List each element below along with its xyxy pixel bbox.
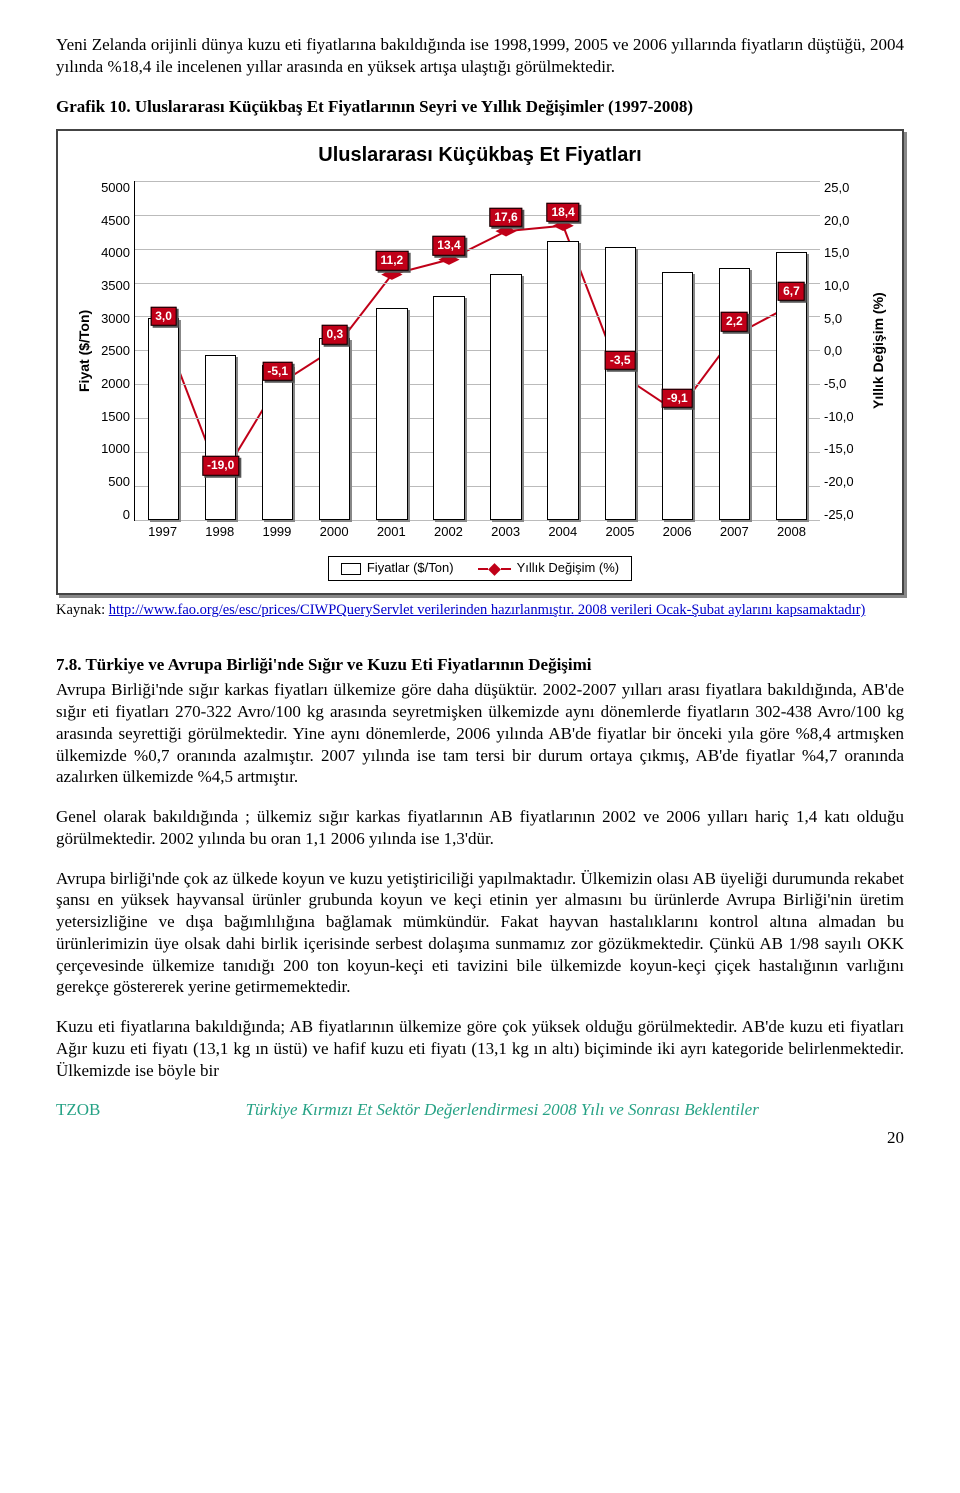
footer-center: Türkiye Kırmızı Et Sektör Değerlendirmes… <box>100 1099 904 1121</box>
body-paragraph-1: Avrupa Birliği'nde sığır karkas fiyatlar… <box>56 679 904 788</box>
y2-axis-ticks: 25,020,015,010,05,00,0-5,0-10,0-15,0-20,… <box>820 181 866 521</box>
chart-point-label: 0,3 <box>321 325 348 344</box>
source-link[interactable]: http://www.fao.org/es/esc/prices/CIWPQue… <box>109 602 575 618</box>
x-axis-ticks: 1997199819992000200120022003200420052006… <box>134 521 820 541</box>
chart-bar <box>262 365 293 520</box>
chart-title: Uluslararası Küçükbaş Et Fiyatları <box>72 143 888 169</box>
legend-item-bars: Fiyatlar ($/Ton) <box>341 560 454 577</box>
chart-point-label: 18,4 <box>546 202 579 221</box>
body-paragraph-4: Kuzu eti fiyatlarına bakıldığında; AB fi… <box>56 1016 904 1081</box>
page-footer: TZOB Türkiye Kırmızı Et Sektör Değerlend… <box>56 1099 904 1121</box>
chart-bar <box>547 241 578 520</box>
chart-legend: Fiyatlar ($/Ton) Yıllık Değişim (%) <box>328 556 632 581</box>
legend-line-swatch <box>478 565 511 574</box>
chart-point-label: 6,7 <box>778 282 805 301</box>
legend-line-label: Yıllık Değişim (%) <box>517 560 620 575</box>
section-heading: 7.8. Türkiye ve Avrupa Birliği'nde Sığır… <box>56 654 904 676</box>
chart-bar <box>376 308 407 520</box>
chart-container: Uluslararası Küçükbaş Et Fiyatları Fiyat… <box>56 129 904 595</box>
chart-point-label: 11,2 <box>376 251 409 270</box>
chart-point-label: -19,0 <box>202 456 239 475</box>
y2-axis-label: Yıllık Değişim (%) <box>866 181 888 521</box>
body-paragraph-3: Avrupa birliği'nde çok az ülkede koyun v… <box>56 868 904 999</box>
chart-point-label: -3,5 <box>605 351 636 370</box>
chart-bar <box>490 274 521 519</box>
footer-left: TZOB <box>56 1099 100 1121</box>
chart-heading: Grafik 10. Uluslararası Küçükbaş Et Fiya… <box>56 96 904 118</box>
chart-point-label: 13,4 <box>432 236 465 255</box>
chart-bar <box>719 268 750 520</box>
chart-bar <box>605 247 636 520</box>
y1-axis-label: Fiyat ($/Ton) <box>72 181 94 521</box>
source-prefix: Kaynak: <box>56 602 109 618</box>
legend-item-line: Yıllık Değişim (%) <box>478 560 620 577</box>
intro-paragraph: Yeni Zelanda orijinli dünya kuzu eti fiy… <box>56 34 904 78</box>
page-number: 20 <box>56 1127 904 1149</box>
legend-bar-label: Fiyatlar ($/Ton) <box>367 560 454 575</box>
legend-bar-swatch <box>341 563 361 575</box>
chart-bar <box>319 338 350 520</box>
chart-point-label: 17,6 <box>489 208 522 227</box>
chart-bar <box>148 318 179 520</box>
chart-bar <box>205 355 236 520</box>
chart-point-label: -5,1 <box>262 362 293 381</box>
chart-bar <box>433 296 464 520</box>
y1-axis-ticks: 5000450040003500300025002000150010005000 <box>94 181 134 521</box>
source-tail: 2008 verileri Ocak-Şubat aylarını kapsam… <box>574 602 865 618</box>
chart-plot-area: 3,0 -19,0 -5,1 0,3 11,2 13,4 17,6 18,4 -3,5 -9,1 2… <box>134 181 820 521</box>
chart-point-label: 3,0 <box>150 307 177 326</box>
body-paragraph-2: Genel olarak bakıldığında ; ülkemiz sığı… <box>56 806 904 850</box>
chart-source: Kaynak: http://www.fao.org/es/esc/prices… <box>56 601 904 620</box>
chart-point-label: 2,2 <box>721 312 748 331</box>
chart-point-label: -9,1 <box>662 389 693 408</box>
